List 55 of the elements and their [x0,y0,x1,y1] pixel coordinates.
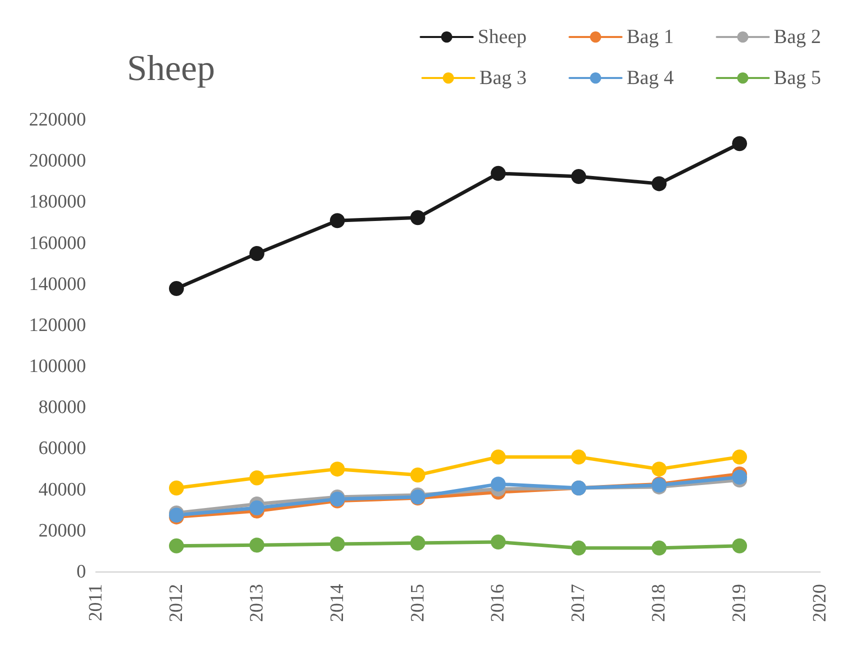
legend-label: Bag 5 [774,67,821,89]
legend-label: Sheep [478,26,527,48]
y-tick-label: 220000 [29,110,86,130]
point [249,500,264,516]
point [490,166,506,181]
point [490,534,506,550]
x-tick-label: 2015 [407,584,428,622]
legend-label: Bag 4 [626,67,674,89]
point [490,449,506,464]
x-tick-label: 2018 [648,584,670,622]
x-tick-label: 2016 [488,584,509,622]
y-tick-label: 100000 [29,356,86,378]
y-tick-label: 20000 [38,520,86,542]
legend-label: Bag 1 [626,26,674,48]
point [168,480,184,496]
x-tick-label: 2012 [166,584,187,622]
point [168,280,184,296]
x-tick-label: 2013 [246,584,268,622]
point [410,210,426,226]
point [330,536,345,552]
y-tick-label: 40000 [38,479,86,500]
point [571,169,586,184]
point [732,538,748,554]
point [249,470,264,486]
point [410,468,426,483]
y-tick-label: 60000 [38,438,86,460]
y-tick-label: 120000 [29,314,86,336]
point [490,476,506,492]
y-tick-label: 140000 [29,274,86,295]
point [330,213,345,228]
point [330,462,345,477]
point [732,136,748,152]
y-tick-label: 200000 [29,150,86,172]
point [652,176,667,192]
point [571,449,586,464]
point [249,246,264,262]
legend-label: Bag 3 [479,67,527,89]
x-tick-label: 2020 [810,584,830,622]
y-tick-label: 180000 [29,192,86,213]
point [249,538,264,553]
x-tick-label: 2014 [326,584,348,622]
chart-title: Sheep [127,48,215,88]
y-tick-label: 80000 [38,397,86,418]
x-tick-label: 2011 [86,584,106,622]
point [732,449,748,464]
y-tick-label: 0 [76,562,86,582]
x-tick-label: 2019 [729,584,750,622]
x-tick-label: 2017 [568,584,590,622]
point [571,540,586,556]
legend-label: Bag 2 [774,26,821,48]
point [652,540,667,556]
point [652,462,667,477]
y-tick-label: 160000 [29,232,86,254]
point [410,536,426,551]
point [168,538,184,554]
